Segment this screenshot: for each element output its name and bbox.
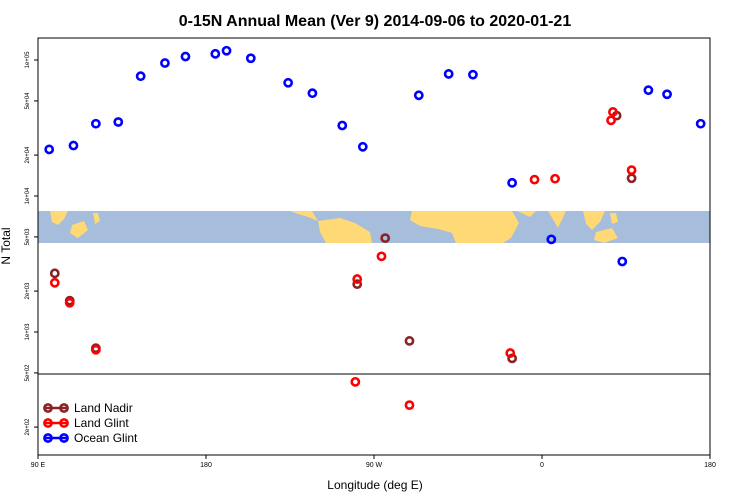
x-tick-label: 90 W <box>366 462 383 469</box>
map-band <box>38 211 710 243</box>
x-axis-label: Longitude (deg E) <box>327 478 422 492</box>
legend-marker-land-glint <box>43 418 53 428</box>
ocean-glint-point <box>643 85 654 96</box>
land-indochina <box>50 211 68 225</box>
y-tick-label: 2e+02 <box>25 418 31 436</box>
land-nadir-point <box>380 233 391 244</box>
land-glint-point <box>376 251 387 262</box>
land-glint-point <box>505 348 516 358</box>
ocean-glint-point <box>210 48 221 59</box>
ocean-glint-point <box>443 69 454 79</box>
ocean-glint-point <box>507 177 518 188</box>
x-tick-label: 0 <box>540 462 544 469</box>
land-nadir-point <box>404 336 415 346</box>
x-axis: 90 E 180 90 W 0 180 <box>31 455 716 469</box>
y-tick-label: 2e+03 <box>25 282 31 300</box>
land-glint-point <box>64 297 75 308</box>
x-tick-label: 180 <box>704 462 716 469</box>
series-ocean-glint <box>44 45 706 267</box>
land-indonesia <box>594 228 618 243</box>
x-tick-label: 90 E <box>31 462 46 469</box>
ocean-glint-point <box>337 120 348 131</box>
land-glint-point <box>352 274 363 284</box>
legend-label-land-glint: Land Glint <box>74 416 129 430</box>
land-india <box>548 211 566 228</box>
ocean-glint-point <box>180 51 191 62</box>
land-glint-point <box>404 400 415 411</box>
land-glint-point <box>550 173 560 184</box>
ocean-glint-point <box>695 118 706 129</box>
ocean-glint-point <box>307 88 318 99</box>
land-nadir-point <box>352 279 363 290</box>
y-tick-label: 5e+04 <box>25 92 31 110</box>
land-philippines <box>93 213 100 224</box>
ocean-glint-point <box>160 58 170 68</box>
y-tick-label: 1e+05 <box>25 51 31 69</box>
land-glint-point <box>608 107 618 117</box>
ocean-glint-point <box>44 144 55 155</box>
land-glint-point <box>626 165 637 176</box>
y-tick-label: 5e+02 <box>25 364 31 382</box>
ocean-glint-point <box>245 53 256 64</box>
y-axis-label: N Total <box>0 227 13 264</box>
legend-marker-land-nadir <box>59 403 69 413</box>
legend-label-ocean-glint: Ocean Glint <box>74 431 138 445</box>
land-nadir-point <box>49 268 60 279</box>
legend-marker-land-glint <box>59 418 69 428</box>
legend-marker-ocean-glint <box>59 433 69 443</box>
land-arabia <box>517 211 536 217</box>
land-south-america <box>318 218 372 243</box>
land-glint-point <box>606 115 616 126</box>
ocean-glint-point <box>221 45 232 56</box>
ocean-glint-point <box>617 256 628 267</box>
land-borneo <box>70 221 88 238</box>
land-indochina-2 <box>583 211 605 230</box>
ocean-glint-point <box>357 141 368 152</box>
y-tick-label: 1e+04 <box>25 187 31 205</box>
ocean-glint-point <box>283 77 294 88</box>
legend-marker-land-nadir <box>43 403 53 413</box>
chart-title: 0-15N Annual Mean (Ver 9) 2014-09-06 to … <box>179 13 572 30</box>
y-tick-label: 1e+03 <box>25 323 31 341</box>
land-central-america <box>290 211 318 221</box>
ocean-glint-point <box>113 117 124 127</box>
ocean-glint-point <box>546 234 557 245</box>
land-glint-point <box>529 174 540 185</box>
x-tick-label: 180 <box>200 462 212 469</box>
ocean-glint-point <box>68 140 79 151</box>
legend-marker-ocean-glint <box>43 433 53 443</box>
land-glint-point <box>90 344 101 355</box>
land-glint-point <box>350 376 361 387</box>
ocean-glint-point <box>468 69 478 80</box>
y-tick-label: 5e+03 <box>25 228 31 246</box>
ocean-glint-point <box>413 90 424 101</box>
ocean-glint-point <box>135 71 146 82</box>
ocean-glint-point <box>90 118 101 129</box>
y-axis: 2e+02 5e+02 1e+03 2e+03 5e+03 1e+04 2e+04 5e+04… <box>25 51 38 436</box>
legend-label-land-nadir: Land Nadir <box>74 401 133 415</box>
land-glint-point <box>49 277 60 288</box>
land-africa <box>410 211 519 243</box>
ocean-glint-point <box>662 89 672 100</box>
y-tick-label: 2e+04 <box>25 146 31 164</box>
series-land-glint <box>49 107 637 411</box>
land-philippines-2 <box>610 213 618 224</box>
series-layer <box>44 45 706 411</box>
